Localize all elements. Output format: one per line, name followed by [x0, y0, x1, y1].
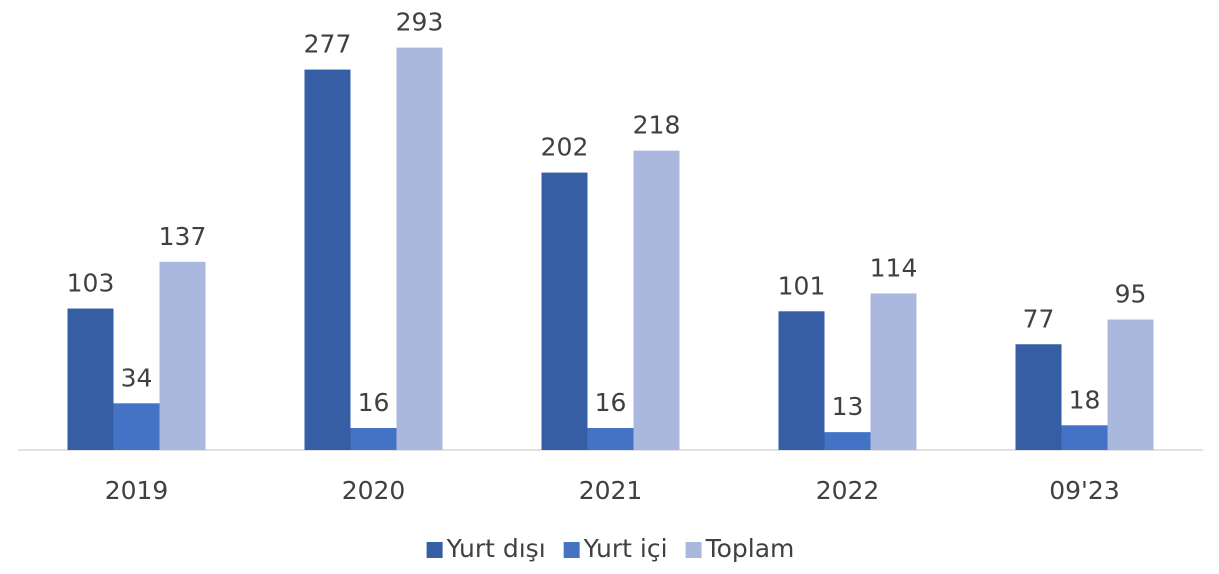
data-label: 218	[633, 111, 681, 140]
legend-swatch	[563, 542, 580, 558]
data-label: 13	[832, 392, 864, 421]
legend-swatch	[426, 542, 443, 558]
x-tick-label: 2022	[816, 476, 880, 505]
data-label: 95	[1115, 280, 1147, 309]
bar	[67, 308, 114, 450]
bar	[1015, 344, 1062, 450]
legend-label: Yurt içi	[583, 534, 668, 563]
legend-swatch	[685, 542, 702, 558]
legend-label: Yurt dışı	[446, 534, 546, 563]
data-label: 34	[121, 363, 153, 392]
x-tick-label: 2021	[579, 476, 643, 505]
bar	[396, 47, 443, 450]
bar	[824, 432, 871, 450]
bar	[159, 261, 206, 450]
data-label: 277	[304, 30, 352, 59]
data-label: 137	[159, 222, 207, 251]
bar	[1061, 425, 1108, 450]
bar	[541, 172, 588, 450]
data-label: 16	[595, 388, 627, 417]
data-label: 202	[541, 133, 589, 162]
bar	[113, 403, 160, 450]
x-tick-label: 09'23	[1049, 476, 1120, 505]
data-label: 103	[67, 269, 115, 298]
bar	[870, 293, 917, 450]
data-label: 18	[1069, 385, 1101, 414]
legend-label: Toplam	[705, 534, 795, 563]
bar	[587, 428, 634, 450]
bar	[304, 69, 351, 450]
bar	[778, 311, 825, 450]
bar	[1107, 319, 1154, 450]
data-label: 16	[358, 388, 390, 417]
bar	[633, 150, 680, 450]
x-tick-label: 2019	[105, 476, 169, 505]
bar	[350, 428, 397, 450]
x-tick-label: 2020	[342, 476, 406, 505]
data-label: 293	[396, 8, 444, 37]
data-label: 114	[870, 253, 918, 282]
data-label: 77	[1023, 304, 1055, 333]
data-label: 101	[778, 271, 826, 300]
